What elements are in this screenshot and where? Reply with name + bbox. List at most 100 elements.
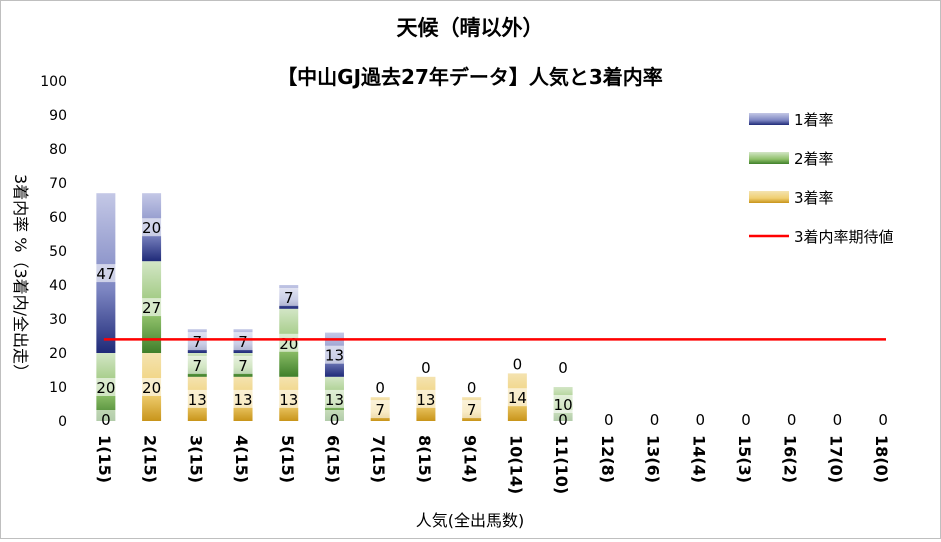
legend-label: 2着率 — [794, 150, 834, 168]
data-label-bg — [276, 389, 301, 408]
data-label: 7 — [238, 333, 248, 351]
data-label-bg — [413, 357, 438, 376]
x-tick-label: 11(10) — [552, 435, 571, 494]
y-tick-label: 10 — [49, 380, 67, 396]
x-axis-label: 人気(全出馬数) — [416, 511, 525, 530]
legend: 1着率 2着率 3着率 3着内率期待値 — [749, 111, 894, 246]
data-label: 20 — [142, 379, 161, 397]
data-label: 0 — [833, 411, 843, 429]
data-label-bg — [551, 358, 576, 376]
x-tick-label: 7(15) — [369, 435, 388, 483]
data-label-bg — [642, 410, 667, 428]
data-label: 0 — [695, 411, 705, 429]
y-tick-label: 30 — [49, 312, 67, 328]
x-tick-label: 16(2) — [781, 435, 800, 483]
data-label: 7 — [193, 357, 203, 375]
data-label-bg — [93, 378, 118, 396]
legend-swatch — [749, 191, 789, 203]
data-label: 7 — [193, 333, 203, 351]
data-label: 13 — [325, 347, 344, 365]
x-axis-ticks: 1(15) 2(15) 3(15) 4(15) 5(15) 6(15) 7(15) 8(15)… — [95, 435, 891, 494]
data-label: 0 — [421, 359, 431, 377]
x-tick-label: 14(4) — [689, 435, 708, 483]
x-tick-label: 12(8) — [598, 435, 617, 483]
x-tick-label: 17(0) — [826, 435, 845, 483]
data-label-bg — [688, 410, 713, 428]
y-tick-label: 50 — [49, 244, 67, 260]
x-tick-label: 18(0) — [872, 435, 891, 483]
data-label-bg — [871, 410, 896, 428]
data-label: 0 — [558, 411, 568, 429]
data-label: 14 — [508, 389, 527, 407]
data-label-bg — [825, 410, 850, 428]
data-label: 0 — [375, 379, 385, 397]
data-label: 7 — [467, 401, 477, 419]
bars — [96, 193, 573, 421]
data-label-bg — [322, 389, 347, 408]
data-label-bg — [505, 388, 530, 407]
x-tick-label: 2(15) — [141, 435, 160, 483]
data-label: 20 — [142, 219, 161, 237]
y-tick-label: 40 — [49, 278, 67, 294]
data-label-bg — [185, 332, 210, 351]
legend-swatch — [749, 113, 789, 125]
y-tick-label: 20 — [49, 346, 67, 362]
data-label: 0 — [878, 411, 888, 429]
data-label: 0 — [330, 411, 340, 429]
data-label: 13 — [416, 391, 435, 409]
data-label-bg — [596, 410, 621, 428]
y-tick-label: 90 — [49, 108, 67, 124]
data-label: 47 — [96, 265, 115, 283]
x-tick-label: 6(15) — [323, 435, 342, 483]
data-label-bg — [505, 354, 530, 373]
data-label: 0 — [741, 411, 751, 429]
data-label: 10 — [554, 396, 573, 414]
legend-label: 3着内率期待値 — [794, 228, 894, 246]
data-label-bg — [231, 389, 256, 408]
data-label-bg — [459, 400, 484, 419]
data-label: 13 — [233, 391, 252, 409]
data-label-bg — [231, 332, 256, 351]
x-tick-label: 10(14) — [506, 435, 525, 494]
data-label-bg — [413, 389, 438, 408]
y-tick-label: 100 — [40, 74, 67, 90]
x-tick-label: 5(15) — [278, 435, 297, 483]
y-tick-label: 0 — [58, 414, 67, 430]
data-label: 0 — [650, 411, 660, 429]
y-axis-label: 3着内率 %（3着内/全出走） — [11, 174, 30, 380]
data-label-bg — [551, 410, 576, 428]
legend-label: 1着率 — [794, 111, 834, 129]
data-label: 7 — [284, 289, 294, 307]
chart-subtitle: 【中山GJ過去27年データ】人気と3着内率 — [277, 65, 663, 89]
x-tick-label: 13(6) — [644, 435, 663, 483]
data-label-bg — [322, 345, 347, 364]
data-label: 0 — [467, 379, 477, 397]
data-label-bg — [459, 378, 484, 397]
data-label: 20 — [96, 379, 115, 397]
data-label-bg — [733, 410, 758, 428]
data-label-bg — [368, 400, 393, 419]
data-label: 20 — [279, 335, 298, 353]
data-label-bg — [93, 410, 118, 428]
data-label-bg — [185, 355, 210, 374]
data-label: 13 — [325, 391, 344, 409]
data-label: 7 — [238, 357, 248, 375]
data-label-bg — [139, 218, 164, 237]
data-label: 0 — [513, 355, 523, 373]
data-label-bg — [779, 410, 804, 428]
x-tick-label: 1(15) — [95, 435, 114, 483]
chart-title: 天候（晴以外） — [397, 16, 544, 40]
x-tick-label: 3(15) — [186, 435, 205, 483]
y-axis-ticks: 0 10 20 30 40 50 60 70 80 90 100 — [40, 74, 67, 430]
data-label-bg — [231, 355, 256, 374]
data-label: 13 — [279, 391, 298, 409]
data-label: 0 — [558, 359, 568, 377]
y-tick-label: 60 — [49, 210, 67, 226]
data-label-bg — [276, 287, 301, 306]
y-tick-label: 70 — [49, 176, 67, 192]
data-label: 0 — [787, 411, 797, 429]
data-label-bg — [93, 264, 118, 283]
x-tick-label: 9(14) — [461, 435, 480, 483]
x-tick-label: 8(15) — [415, 435, 434, 483]
